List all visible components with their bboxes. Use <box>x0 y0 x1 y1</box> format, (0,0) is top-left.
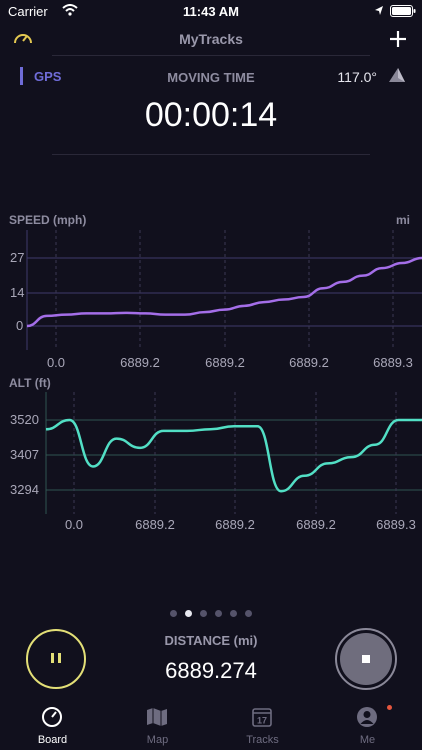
summary-divider <box>52 154 370 155</box>
alt-x-tick: 6889.3 <box>376 517 416 532</box>
speedometer-icon[interactable] <box>12 28 34 48</box>
tab-tracks-label: Tracks <box>246 734 279 746</box>
page-dot-active[interactable] <box>185 610 192 617</box>
gps-label: GPS <box>34 69 62 84</box>
tab-board-label: Board <box>37 734 68 746</box>
speed-y-tick: 27 <box>10 250 24 265</box>
speed-x-tick: 6889.2 <box>205 355 245 370</box>
tab-me-label: Me <box>359 734 376 746</box>
wifi-icon <box>62 4 78 16</box>
speed-series-line <box>26 256 422 328</box>
page-indicator[interactable] <box>0 604 422 622</box>
status-bar: Carrier 11:43 AM <box>0 0 422 22</box>
page-dot[interactable] <box>245 610 252 617</box>
profile-icon <box>357 707 377 727</box>
header-divider <box>52 55 370 56</box>
distance-value: 6889.274 <box>165 658 257 683</box>
svg-text:17: 17 <box>257 716 267 726</box>
alt-x-tick: 6889.2 <box>296 517 336 532</box>
battery-icon <box>390 5 416 17</box>
carrier-label: Carrier <box>8 4 48 19</box>
notification-dot <box>387 705 392 710</box>
alt-y-tick: 3407 <box>10 447 39 462</box>
stop-button[interactable] <box>340 633 392 685</box>
speed-chart: 27 14 0 0.0 6889.2 6889.2 6889.2 6889.3 <box>10 230 422 370</box>
speed-x-tick: 6889.3 <box>373 355 413 370</box>
tab-bar: Board Map 17 Tracks Me <box>0 700 422 750</box>
heading-value: 117.0° <box>337 69 377 85</box>
compass-arrow-icon <box>389 68 405 82</box>
pause-button[interactable] <box>26 629 86 689</box>
moving-time-label: MOVING TIME <box>167 70 255 85</box>
gps-indicator <box>20 67 23 85</box>
speed-chart-label: SPEED (mph) <box>9 213 87 227</box>
add-icon[interactable] <box>389 30 407 48</box>
page-title: MyTracks <box>179 31 243 47</box>
alt-x-tick: 0.0 <box>65 517 83 532</box>
tab-tracks[interactable]: 17 Tracks <box>210 700 315 750</box>
page-dot[interactable] <box>215 610 222 617</box>
moving-time-value: 00:00:14 <box>144 96 278 134</box>
stop-icon <box>362 655 370 663</box>
distance-unit-label: mi <box>396 213 411 227</box>
tab-map[interactable]: Map <box>105 700 210 750</box>
tab-board[interactable]: Board <box>0 700 105 750</box>
alt-x-tick: 6889.2 <box>215 517 255 532</box>
distance-label: DISTANCE (mi) <box>164 633 258 648</box>
alt-y-tick: 3520 <box>10 412 39 427</box>
status-time: 11:43 AM <box>183 4 239 19</box>
alt-chart-label: ALT (ft) <box>9 376 51 390</box>
speed-x-tick: 6889.2 <box>289 355 329 370</box>
location-arrow-icon <box>375 6 383 15</box>
speed-x-tick: 6889.2 <box>120 355 160 370</box>
pause-icon <box>51 653 61 663</box>
map-icon <box>147 708 167 726</box>
speed-y-tick: 0 <box>16 318 23 333</box>
altitude-chart: 3520 3407 3294 0.0 6889.2 6889.2 6889.2 … <box>10 392 422 532</box>
page-dot[interactable] <box>200 610 207 617</box>
alt-series-line <box>45 418 422 493</box>
alt-x-tick: 6889.2 <box>135 517 175 532</box>
speed-x-tick: 0.0 <box>47 355 65 370</box>
tab-me[interactable]: Me <box>315 700 420 750</box>
page-dot[interactable] <box>230 610 237 617</box>
tab-map-label: Map <box>146 734 169 746</box>
gauge-icon <box>42 707 62 727</box>
speed-y-tick: 14 <box>10 285 24 300</box>
alt-y-tick: 3294 <box>10 482 39 497</box>
stop-button-ring[interactable] <box>335 628 397 690</box>
calendar-icon: 17 <box>252 708 272 727</box>
page-dot[interactable] <box>170 610 177 617</box>
